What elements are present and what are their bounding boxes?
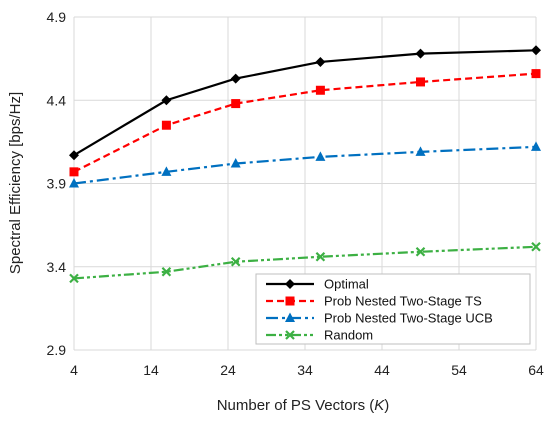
y-tick-label: 3.9: [47, 176, 67, 192]
legend-swatch-marker: [285, 312, 295, 322]
data-point: [315, 56, 326, 67]
legend-label: Optimal: [324, 277, 369, 292]
data-point: [161, 95, 172, 106]
y-tick-label: 4.4: [47, 92, 67, 108]
axes: 2.9 3.4 3.9 4.4 4.9 4 14 24 34 44 54 64: [47, 9, 544, 378]
data-point: [531, 141, 541, 151]
data-point: [161, 266, 172, 277]
data-point: [69, 167, 79, 177]
marker-stroke: [531, 241, 541, 252]
data-point: [416, 77, 425, 87]
data-point: [531, 45, 541, 56]
data-point: [531, 69, 541, 79]
y-tick-label: 4.9: [47, 9, 67, 25]
marker-stroke: [315, 251, 326, 262]
data-point: [230, 73, 241, 84]
data-point: [161, 120, 171, 130]
legend-swatch-marker: [285, 279, 295, 289]
legend-label: Random: [324, 328, 373, 343]
x-axis-title-text: Number of PS Vectors (: [217, 397, 375, 414]
x-tick-label: 14: [143, 362, 159, 378]
data-point: [69, 178, 79, 188]
data-point: [531, 241, 541, 252]
legend: Optimal Prob Nested Two-Stage TS Prob Nest…: [255, 273, 531, 345]
data-point: [315, 251, 326, 262]
data-point: [415, 48, 426, 59]
series-line: [73, 245, 537, 280]
marker-stroke: [415, 246, 426, 257]
data-point: [415, 146, 426, 156]
x-tick-label: 54: [451, 362, 467, 378]
series-line: [73, 49, 537, 157]
legend-label: Prob Nested Two-Stage UCB: [324, 311, 493, 326]
y-tick-label: 2.9: [47, 342, 67, 358]
marker-stroke: [161, 266, 172, 277]
series-line: [73, 145, 537, 185]
data-point: [230, 256, 241, 267]
series-group: [69, 45, 541, 284]
y-axis-title: Spectral Efficiency [bps/Hz]: [7, 92, 24, 274]
legend-label: Prob Nested Two-Stage TS: [324, 294, 482, 309]
legend-box: [255, 273, 531, 345]
marker-stroke: [230, 256, 241, 267]
x-tick-label: 34: [297, 362, 313, 378]
data-point: [415, 246, 426, 257]
data-point: [69, 273, 79, 284]
data-point: [230, 158, 241, 168]
marker-stroke: [69, 273, 79, 284]
x-axis-title-tail: ): [384, 397, 389, 414]
data-point: [315, 151, 326, 161]
x-tick-label: 64: [528, 362, 544, 378]
y-tick-label: 3.4: [47, 259, 67, 275]
marker-stroke: [285, 330, 295, 340]
x-tick-label: 24: [220, 362, 236, 378]
x-axis-title: Number of PS Vectors (K): [217, 397, 390, 414]
x-tick-label: 4: [70, 362, 78, 378]
data-point: [69, 150, 79, 161]
x-axis-title-variable: K: [374, 397, 385, 414]
data-point: [315, 85, 325, 95]
legend-swatch-marker: [285, 296, 295, 306]
x-tick-label: 44: [374, 362, 390, 378]
data-point: [231, 99, 241, 109]
legend-swatch-marker: [285, 330, 295, 340]
data-point: [161, 166, 172, 176]
